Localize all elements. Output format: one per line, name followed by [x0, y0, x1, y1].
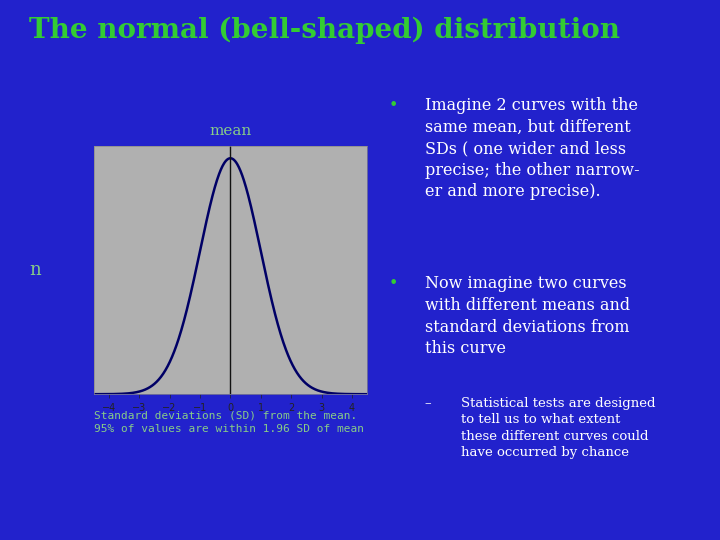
Text: •: •: [389, 97, 398, 114]
Text: The normal (bell-shaped) distribution: The normal (bell-shaped) distribution: [29, 16, 620, 44]
Text: •: •: [389, 275, 398, 292]
Text: –: –: [425, 397, 431, 410]
Text: Imagine 2 curves with the
same mean, but different
SDs ( one wider and less
prec: Imagine 2 curves with the same mean, but…: [425, 97, 639, 200]
Text: Standard deviations (SD) from the mean.
95% of values are within 1.96 SD of mean: Standard deviations (SD) from the mean. …: [94, 410, 364, 434]
Text: n: n: [29, 261, 40, 279]
Text: Statistical tests are designed
to tell us to what extent
these different curves : Statistical tests are designed to tell u…: [461, 397, 655, 460]
Text: Now imagine two curves
with different means and
standard deviations from
this cu: Now imagine two curves with different me…: [425, 275, 630, 357]
Text: mean: mean: [210, 124, 251, 138]
